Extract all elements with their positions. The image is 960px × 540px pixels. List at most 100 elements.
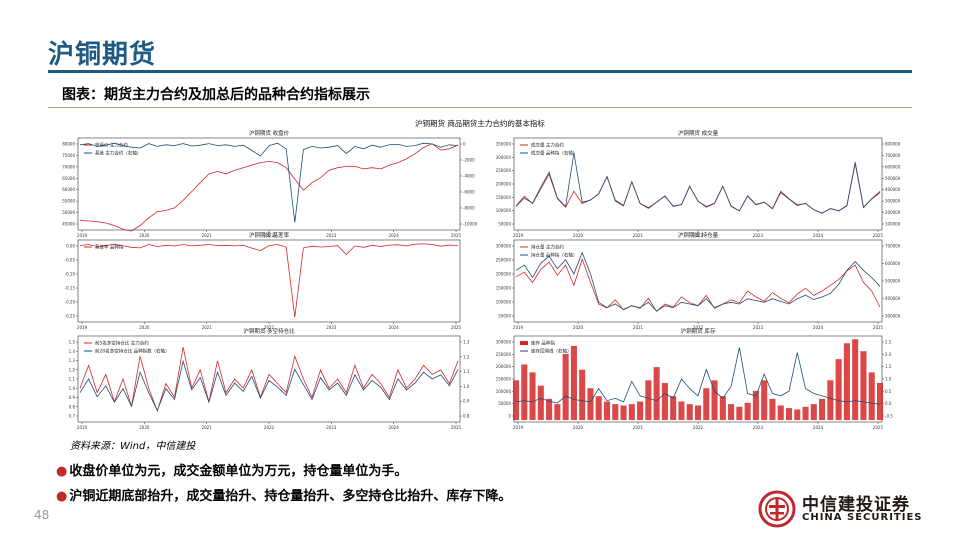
x-tick-label: 2019 xyxy=(77,425,88,430)
y-tick-label: 50000 xyxy=(498,401,511,406)
x-tick-label: 2019 xyxy=(513,325,524,330)
y-tick-label: 0.8 xyxy=(69,404,76,409)
y-tick-label: 50000 xyxy=(498,314,511,319)
y-tick-label: 45000 xyxy=(62,222,75,227)
legend-label: 基差 主力合约（右轴） xyxy=(95,150,141,157)
bullet-dot-icon: ● xyxy=(56,464,68,479)
y2-tick-label: 300000 xyxy=(885,314,901,319)
y2-tick-label: 600000 xyxy=(885,164,901,169)
inventory-bar xyxy=(777,405,784,420)
plot-frame xyxy=(513,137,883,231)
x-tick-label: 2021 xyxy=(633,233,644,238)
y2-tick-label: 600000 xyxy=(885,261,901,266)
x-tick-label: 2024 xyxy=(813,233,824,238)
inventory-bar xyxy=(620,405,627,420)
y-tick-label: 100000 xyxy=(496,389,512,394)
x-tick-label: 2024 xyxy=(389,233,400,238)
legend-label: 持仓量 品种指（右轴） xyxy=(531,252,577,259)
series-line-1 xyxy=(79,143,459,232)
y2-tick-label: 1.2 xyxy=(463,354,470,359)
y2-tick-label: 0.5 xyxy=(885,389,892,394)
x-tick-label: 2023 xyxy=(753,233,764,238)
y2-tick-label: -0.5 xyxy=(885,414,893,419)
bullet-text-2: 沪铜近期底部抬升，成交量抬升、持仓量抬升、多空持仓比抬升、库存下降。 xyxy=(69,489,512,504)
y-tick-label: 1.3 xyxy=(69,358,76,363)
y2-tick-label: 1.1 xyxy=(463,369,470,374)
y-tick-label: 100000 xyxy=(496,208,512,213)
company-logo: 中信建投证券 CHINA SECURITIES xyxy=(758,490,922,528)
y-tick-label: 0.00 xyxy=(66,244,75,249)
inventory-bar xyxy=(794,409,801,420)
y-tick-label: 0.7 xyxy=(69,414,76,419)
y-tick-label: 350000 xyxy=(496,142,512,147)
y2-tick-label: 700000 xyxy=(885,153,901,158)
y-tick-label: -0.20 xyxy=(65,300,76,305)
source-note: 资料来源：Wind，中信建投 xyxy=(70,441,196,452)
x-tick-label: 2024 xyxy=(389,425,400,430)
y-tick-label: -0.15 xyxy=(65,286,76,291)
bullet-item-1: ● 收盘价单位为元，成交金额单位为万元，持仓量单位为手。 xyxy=(56,460,407,479)
y-tick-label: 150000 xyxy=(496,195,512,200)
inventory-bar xyxy=(876,382,884,420)
x-tick-label: 2021 xyxy=(202,233,213,238)
inventory-bar xyxy=(719,396,726,420)
page-number: 48 xyxy=(34,508,50,522)
y-tick-label: 200000 xyxy=(496,182,512,187)
series-line-2 xyxy=(515,251,881,312)
chart-title: 沪铜期货 多空持仓比 xyxy=(243,327,295,335)
y-tick-label: 200000 xyxy=(496,272,512,277)
x-tick-label: 2019 xyxy=(513,425,524,430)
legend-label: 库存 品种指 xyxy=(531,340,555,347)
inventory-bar xyxy=(554,404,561,420)
x-tick-label: 2022 xyxy=(264,425,275,430)
x-tick-label: 2023 xyxy=(326,425,337,430)
y-tick-label: 75000 xyxy=(62,153,75,158)
y-tick-label: -0.10 xyxy=(65,272,76,277)
chart-5: 沪铜期货 多空持仓比 1.5 1.4 1.3 1.2 1.1 1.0 0.9 0.8 0.7 1.3… xyxy=(69,327,470,430)
inventory-bar xyxy=(835,359,842,420)
series-line-1 xyxy=(79,243,459,318)
y2-tick-label: 0.0 xyxy=(885,401,892,406)
inventory-bar xyxy=(637,401,644,420)
bullet-text-1: 收盘价单位为元，成交金额单位为万元，持仓量单位为手。 xyxy=(69,464,408,479)
inventory-bar xyxy=(819,398,826,420)
inventory-bar xyxy=(802,406,809,420)
x-tick-label: 2023 xyxy=(326,325,337,330)
inventory-bar xyxy=(645,380,652,420)
inventory-bar xyxy=(678,401,685,420)
y-tick-label: 1.0 xyxy=(69,386,76,391)
y-tick-label: 50000 xyxy=(498,222,511,227)
x-tick-label: 2025 xyxy=(873,233,884,238)
y-tick-label: 250000 xyxy=(496,168,512,173)
inventory-bar xyxy=(860,351,867,420)
y2-tick-label: 0.9 xyxy=(463,399,470,404)
chart-1: 沪铜期货 收盘价 80000 75000 70000 65000 60000 55000 50… xyxy=(62,129,477,238)
inventory-bar xyxy=(521,364,528,420)
y-tick-label: 1.1 xyxy=(69,377,76,382)
inventory-bar xyxy=(852,339,859,420)
x-tick-label: 2025 xyxy=(873,325,884,330)
legend-label: 基差率 品种指 xyxy=(95,244,124,251)
inventory-bar xyxy=(736,406,743,420)
y2-tick-label: 500000 xyxy=(885,176,901,181)
y2-tick-label: 400000 xyxy=(885,187,901,192)
inventory-bar xyxy=(868,372,875,420)
legend-label: 成交量 品种指（右轴） xyxy=(531,150,577,157)
inventory-bar xyxy=(752,390,759,420)
y2-tick-label: 700000 xyxy=(885,244,901,249)
y-tick-label: 150000 xyxy=(496,286,512,291)
y-tick-label: 300000 xyxy=(496,244,512,249)
inventory-bar xyxy=(686,404,693,420)
x-tick-label: 2020 xyxy=(139,425,150,430)
y2-tick-label: -6000 xyxy=(463,190,475,195)
logo-en-text: CHINA SECURITIES xyxy=(802,512,923,523)
x-tick-label: 2024 xyxy=(813,325,824,330)
figure-panel: 沪铜期货 商品期货主力合约的基本指标 沪铜期货 收盘价 80000 75000 700… xyxy=(48,114,912,436)
y-tick-label: 1.4 xyxy=(69,349,76,354)
inventory-bar xyxy=(703,388,710,420)
chart-title: 沪铜期货 库存 xyxy=(681,327,716,335)
legend-label: 收盘价 主力合约 xyxy=(95,142,128,149)
bullet-item-2: ● 沪铜近期底部抬升，成交量抬升、持仓量抬升、多空持仓比抬升、库存下降。 xyxy=(56,485,511,504)
y-tick-label: -0.05 xyxy=(65,258,76,263)
y2-tick-label: 100000 xyxy=(885,222,901,227)
